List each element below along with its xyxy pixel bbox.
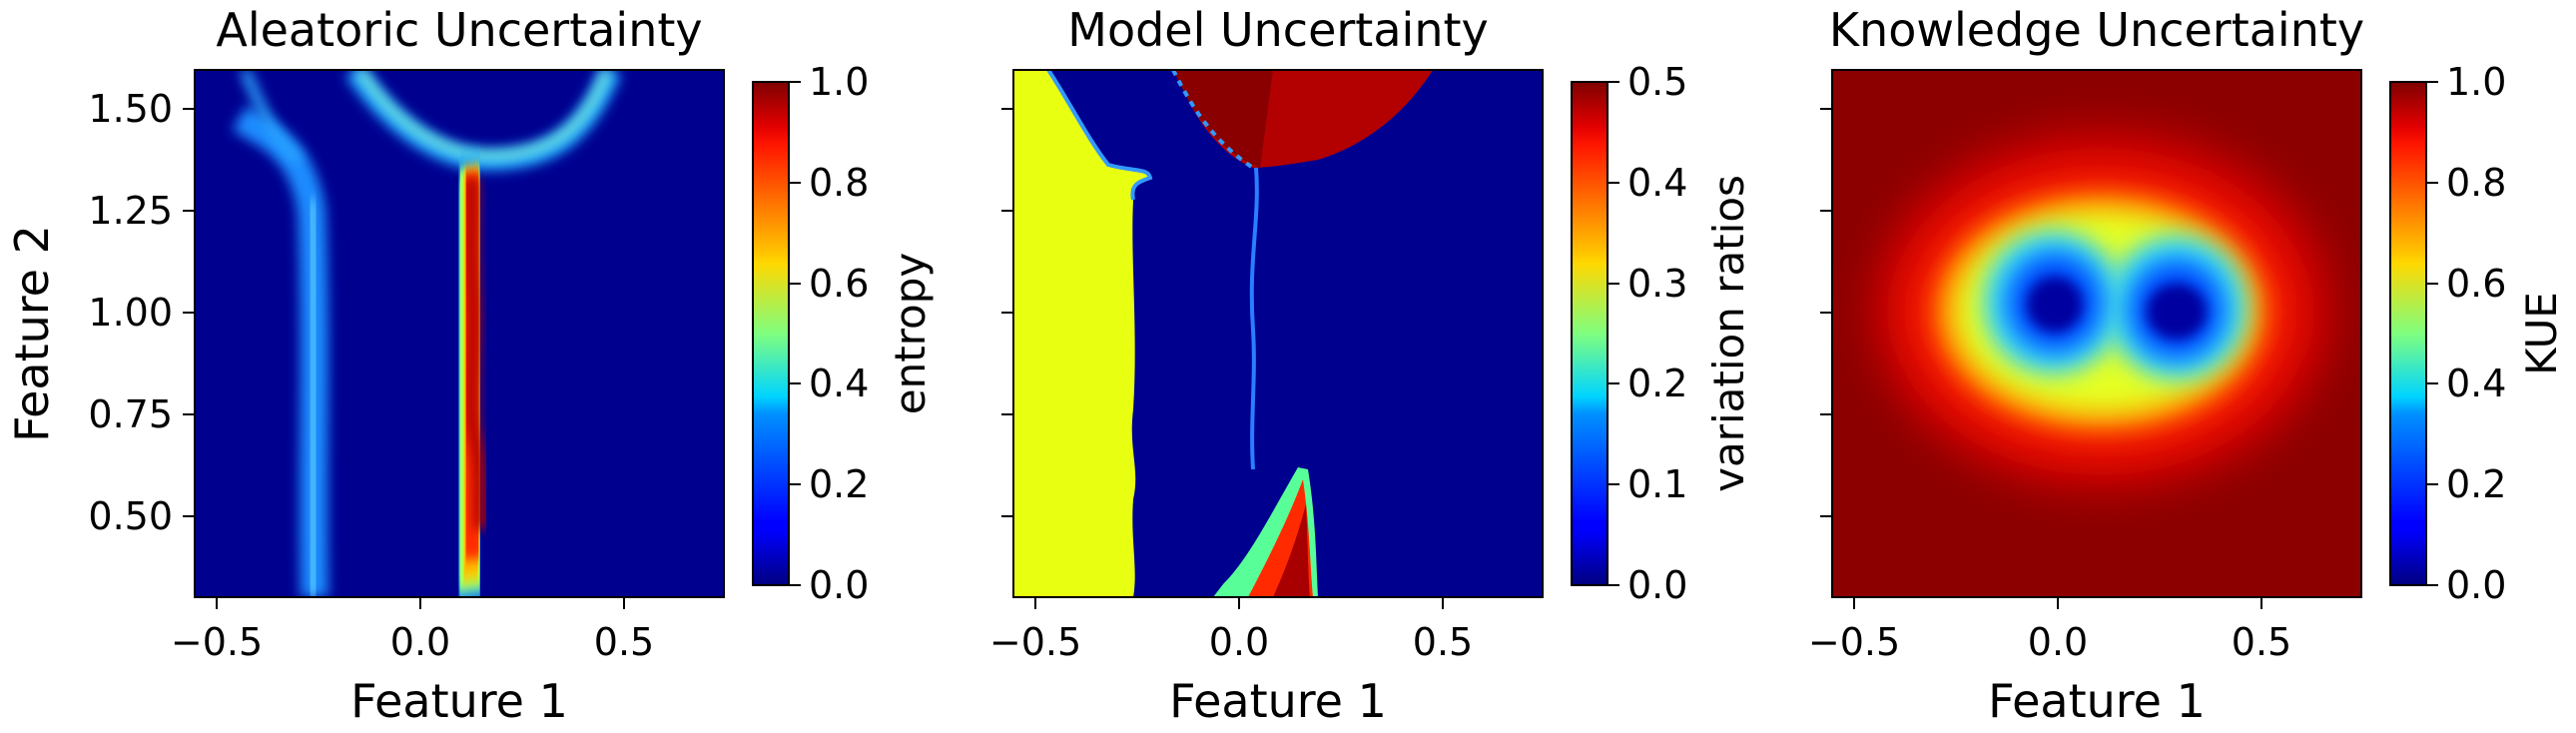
colorbar-tick-label: 0.6 bbox=[2446, 262, 2506, 306]
colorbar-tick-label: 1.0 bbox=[809, 60, 869, 104]
y-tick-label: 1.50 bbox=[88, 87, 173, 131]
colorbar-tick-label: 0.0 bbox=[809, 563, 869, 607]
colorbar-tick-label: 0.4 bbox=[2446, 362, 2506, 405]
colorbar-tick-label: 0.0 bbox=[2446, 563, 2506, 607]
y-axis-aleatoric: 0.50 0.75 1.00 1.25 1.50 Feature 2 bbox=[5, 87, 195, 538]
colorbar-tick-label: 0.6 bbox=[809, 262, 869, 306]
x-tick-label: 0.0 bbox=[390, 620, 450, 664]
colorbar-tick-label: 0.2 bbox=[809, 462, 869, 506]
x-tick-label: 0.5 bbox=[594, 620, 654, 664]
x-tick-label: −0.5 bbox=[989, 620, 1081, 664]
colorbar-tick-label: 0.5 bbox=[1627, 60, 1687, 104]
panel-aleatoric: Aleatoric Uncertainty −0.5 0.0 0.5 bbox=[5, 3, 935, 728]
colorbar-label-model: variation ratios bbox=[1704, 175, 1753, 492]
x-axis-label-aleatoric: Feature 1 bbox=[350, 674, 568, 728]
plot-frame-aleatoric bbox=[194, 69, 725, 598]
x-tick-label: 0.0 bbox=[2028, 620, 2088, 664]
x-axis-aleatoric: −0.5 0.0 0.5 Feature 1 bbox=[171, 597, 654, 728]
panel-title-knowledge: Knowledge Uncertainty bbox=[1829, 3, 2364, 57]
panel-knowledge: Knowledge Uncertainty −0.5 0.0 0.5 Featu… bbox=[1808, 3, 2566, 728]
panel-title-aleatoric: Aleatoric Uncertainty bbox=[216, 3, 702, 57]
colorbar-tick-label: 0.1 bbox=[1627, 462, 1687, 506]
panel-model: Model Uncertainty −0.5 0.0 0.5 Featur bbox=[989, 3, 1753, 728]
colorbar-tick-label: 0.0 bbox=[1627, 563, 1687, 607]
heatmap-model bbox=[1013, 70, 1543, 597]
colorbar-label-knowledge: KUE bbox=[2517, 292, 2566, 375]
plot-frame-model bbox=[1012, 69, 1544, 598]
x-axis-label-knowledge: Feature 1 bbox=[1988, 674, 2206, 728]
colorbar-aleatoric: 0.0 0.2 0.4 0.6 0.8 1.0 entropy bbox=[752, 60, 935, 607]
heatmap-knowledge bbox=[1832, 70, 2361, 597]
colorbar-tick-label: 0.4 bbox=[809, 362, 869, 405]
x-tick-label: 0.5 bbox=[2232, 620, 2291, 664]
colorbar-tick-label: 0.8 bbox=[2446, 161, 2506, 205]
x-axis-model: −0.5 0.0 0.5 Feature 1 bbox=[989, 597, 1473, 728]
y-axis-model bbox=[1001, 108, 1013, 517]
colorbar-gradient bbox=[1571, 81, 1609, 586]
x-axis-label-model: Feature 1 bbox=[1169, 674, 1387, 728]
x-tick-label: −0.5 bbox=[1808, 620, 1900, 664]
colorbar-tick-label: 0.2 bbox=[2446, 462, 2506, 506]
x-tick-label: 0.5 bbox=[1413, 620, 1473, 664]
colorbar-tick-label: 0.3 bbox=[1627, 262, 1687, 306]
y-tick-label: 0.75 bbox=[88, 392, 173, 436]
colorbar-knowledge: 0.0 0.2 0.4 0.6 0.8 1.0 KUE bbox=[2389, 60, 2566, 607]
heatmap-aleatoric bbox=[195, 70, 724, 597]
colorbar-tick-label: 0.8 bbox=[809, 161, 869, 205]
y-axis-label-aleatoric: Feature 2 bbox=[5, 225, 59, 442]
colorbar-gradient bbox=[752, 81, 790, 586]
y-tick-label: 1.25 bbox=[88, 189, 173, 233]
x-tick-label: −0.5 bbox=[171, 620, 263, 664]
x-tick-label: 0.0 bbox=[1209, 620, 1269, 664]
plot-frame-knowledge bbox=[1831, 69, 2362, 598]
colorbar-tick-label: 1.0 bbox=[2446, 60, 2506, 104]
colorbar-gradient bbox=[2389, 81, 2427, 586]
colorbar-tick-label: 0.2 bbox=[1627, 362, 1687, 405]
y-tick-label: 0.50 bbox=[88, 494, 173, 538]
colorbar-tick-label: 0.4 bbox=[1627, 161, 1687, 205]
panel-title-model: Model Uncertainty bbox=[1067, 3, 1488, 57]
colorbar-model: 0.0 0.1 0.2 0.3 0.4 0.5 variation ratios bbox=[1571, 60, 1753, 607]
y-axis-knowledge bbox=[1820, 108, 1832, 517]
x-axis-knowledge: −0.5 0.0 0.5 Feature 1 bbox=[1808, 597, 2291, 728]
y-tick-label: 1.00 bbox=[88, 291, 173, 335]
colorbar-label-aleatoric: entropy bbox=[886, 253, 935, 414]
